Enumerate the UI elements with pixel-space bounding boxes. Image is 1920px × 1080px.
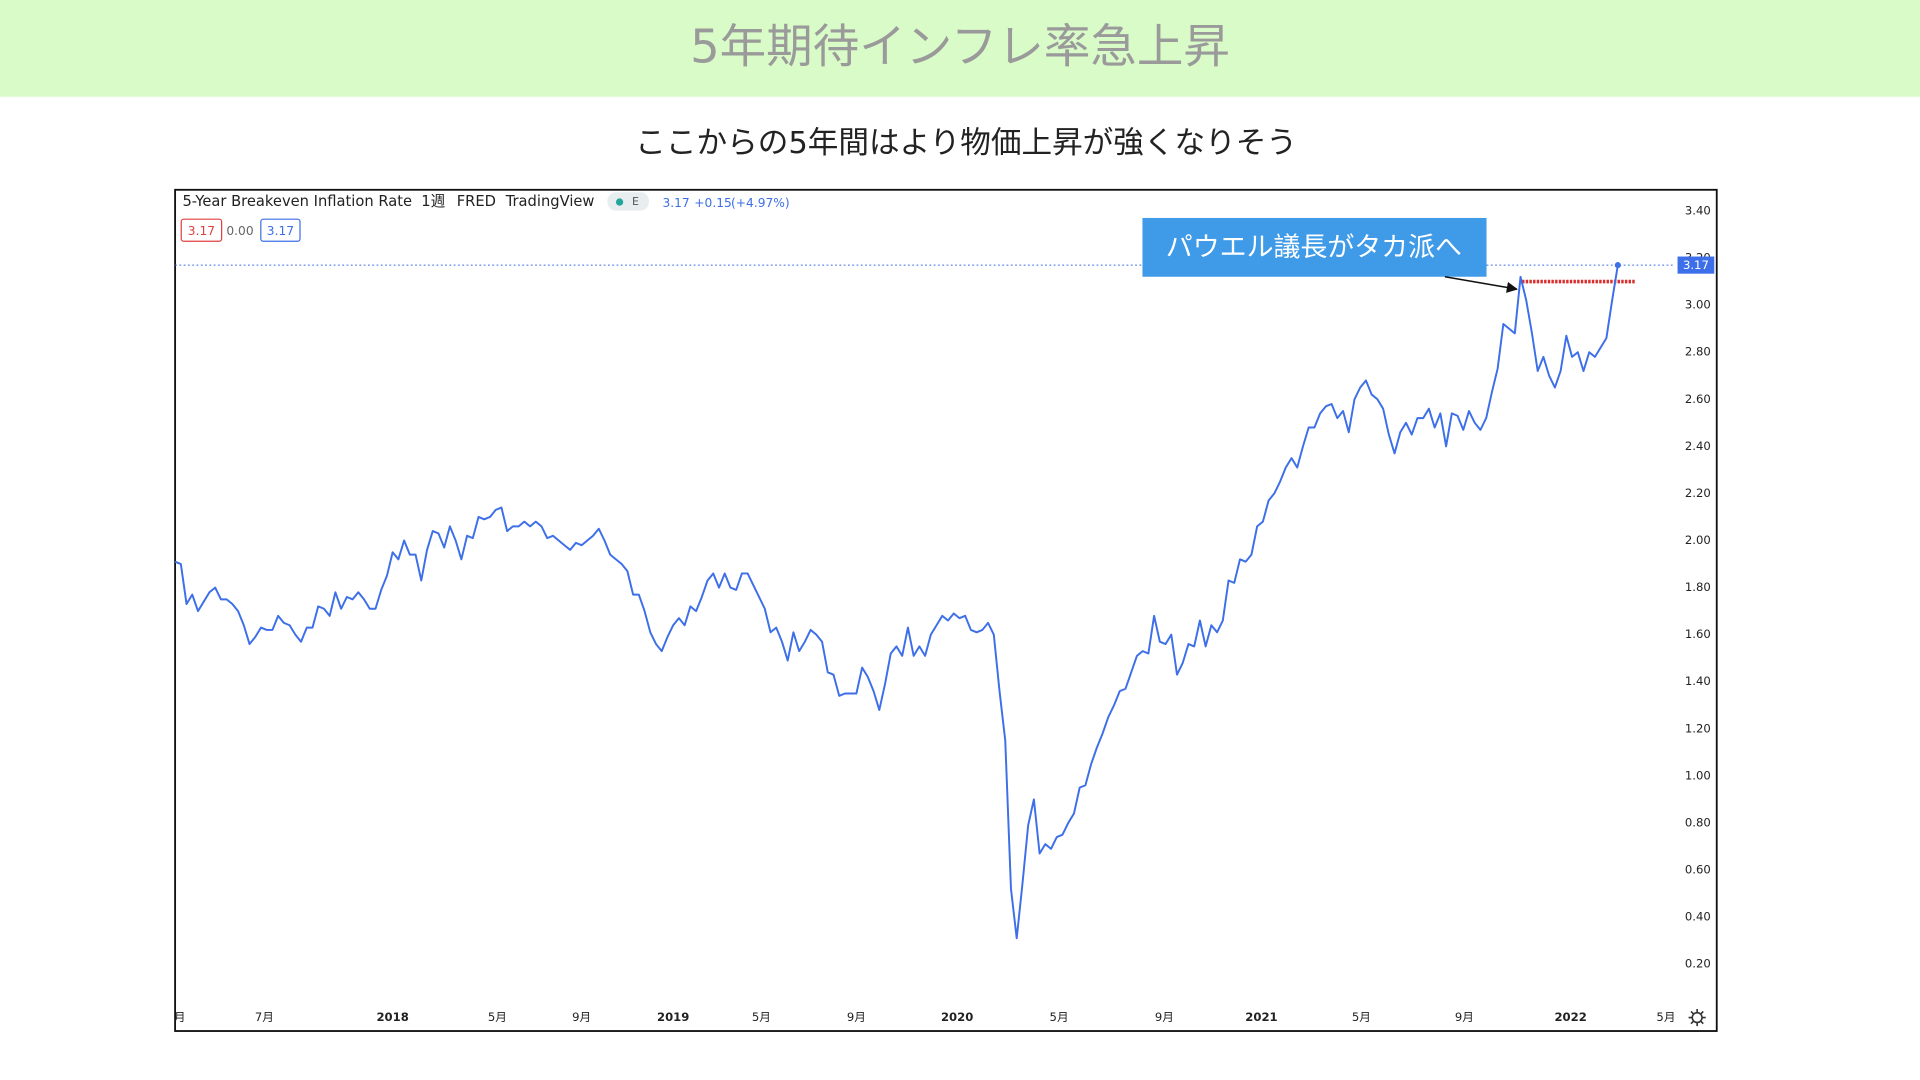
price-tag-label: 3.17 (1683, 258, 1709, 272)
price-tag (1677, 256, 1715, 274)
legend-value: 3.17 (267, 224, 294, 238)
y-tick-label: 0.40 (1685, 910, 1711, 924)
x-tick-label: 9月 (1155, 1010, 1174, 1024)
status-dot (615, 198, 624, 206)
y-tick-label: 2.40 (1685, 439, 1711, 453)
settings-icon[interactable] (1688, 1008, 1706, 1027)
x-tick-label: 5月 (1656, 1010, 1675, 1024)
indicator: E (632, 195, 639, 208)
y-tick-label: 1.80 (1685, 580, 1711, 594)
slide-title: 5年期待インフレ率急上昇 (690, 20, 1230, 74)
y-tick-label: 1.60 (1685, 627, 1711, 641)
y-tick-label: 0.60 (1685, 863, 1711, 877)
y-tick-label: 2.20 (1685, 486, 1711, 500)
x-tick-label: 2020 (941, 1010, 973, 1024)
change: +0.15 (694, 196, 732, 210)
series-name: 5-Year Breakeven Inflation Rate (182, 193, 412, 210)
chart-header: 5-Year Breakeven Inflation Rate 1週 FRED … (180, 192, 790, 242)
y-tick-label: 1.40 (1685, 674, 1711, 688)
x-tick-label: 5月 (488, 1010, 507, 1024)
annotation-text: パウエル議長がタカ派へ (1166, 232, 1462, 263)
x-tick-label: 2022 (1554, 1010, 1586, 1024)
x-tick-label: 5月 (1352, 1010, 1371, 1024)
y-tick-label: 3.40 (1685, 203, 1711, 217)
interval: 1週 (421, 193, 445, 210)
y-tick-label: 0.80 (1685, 815, 1711, 829)
last-value: 3.17 (662, 196, 689, 210)
y-tick-label: 1.20 (1685, 721, 1711, 735)
y-tick-label: 2.60 (1685, 392, 1711, 406)
x-tick-label: 9月 (1455, 1010, 1474, 1024)
series-line (174, 264, 1619, 940)
legend-chip (180, 218, 223, 242)
indicator-pill[interactable] (607, 192, 649, 211)
change-pct: (+4.97%) (731, 196, 790, 210)
annotation-arrow (1444, 275, 1518, 293)
legend-value: 3.17 (188, 224, 215, 238)
x-tick-label: 月 (174, 1010, 186, 1024)
slide-subtitle: ここからの5年間はより物価上昇が強くなりそう (635, 126, 1297, 161)
x-tick-label: 7月 (255, 1010, 274, 1024)
platform: TradingView (505, 193, 595, 210)
chart-frame (174, 188, 1718, 1032)
x-tick-label: 5月 (1050, 1010, 1069, 1024)
x-tick-label: 5月 (752, 1010, 771, 1024)
last-point (1614, 262, 1621, 269)
y-tick-label: 2.80 (1685, 345, 1711, 359)
y-tick-label: 2.00 (1685, 533, 1711, 547)
x-tick-label: 2019 (657, 1010, 689, 1024)
legend-value: 0.00 (226, 224, 253, 238)
x-tick-label: 2021 (1245, 1010, 1277, 1024)
plot-area: 0.20 0.40 0.60 0.80 1.00 1.20 1.40 1.60 1.80 2.00… (174, 203, 1715, 1024)
y-tick-label: 1.00 (1685, 768, 1711, 782)
x-tick-label: 9月 (847, 1010, 866, 1024)
y-tick-label: 0.20 (1685, 957, 1711, 971)
x-tick-label: 9月 (572, 1010, 591, 1024)
annotation-box (1142, 217, 1487, 277)
y-tick-label: 3.00 (1685, 298, 1711, 312)
title-banner (0, 0, 1920, 97)
legend-chip (260, 218, 301, 242)
source: FRED (457, 193, 496, 210)
x-tick-label: 2018 (376, 1010, 408, 1024)
